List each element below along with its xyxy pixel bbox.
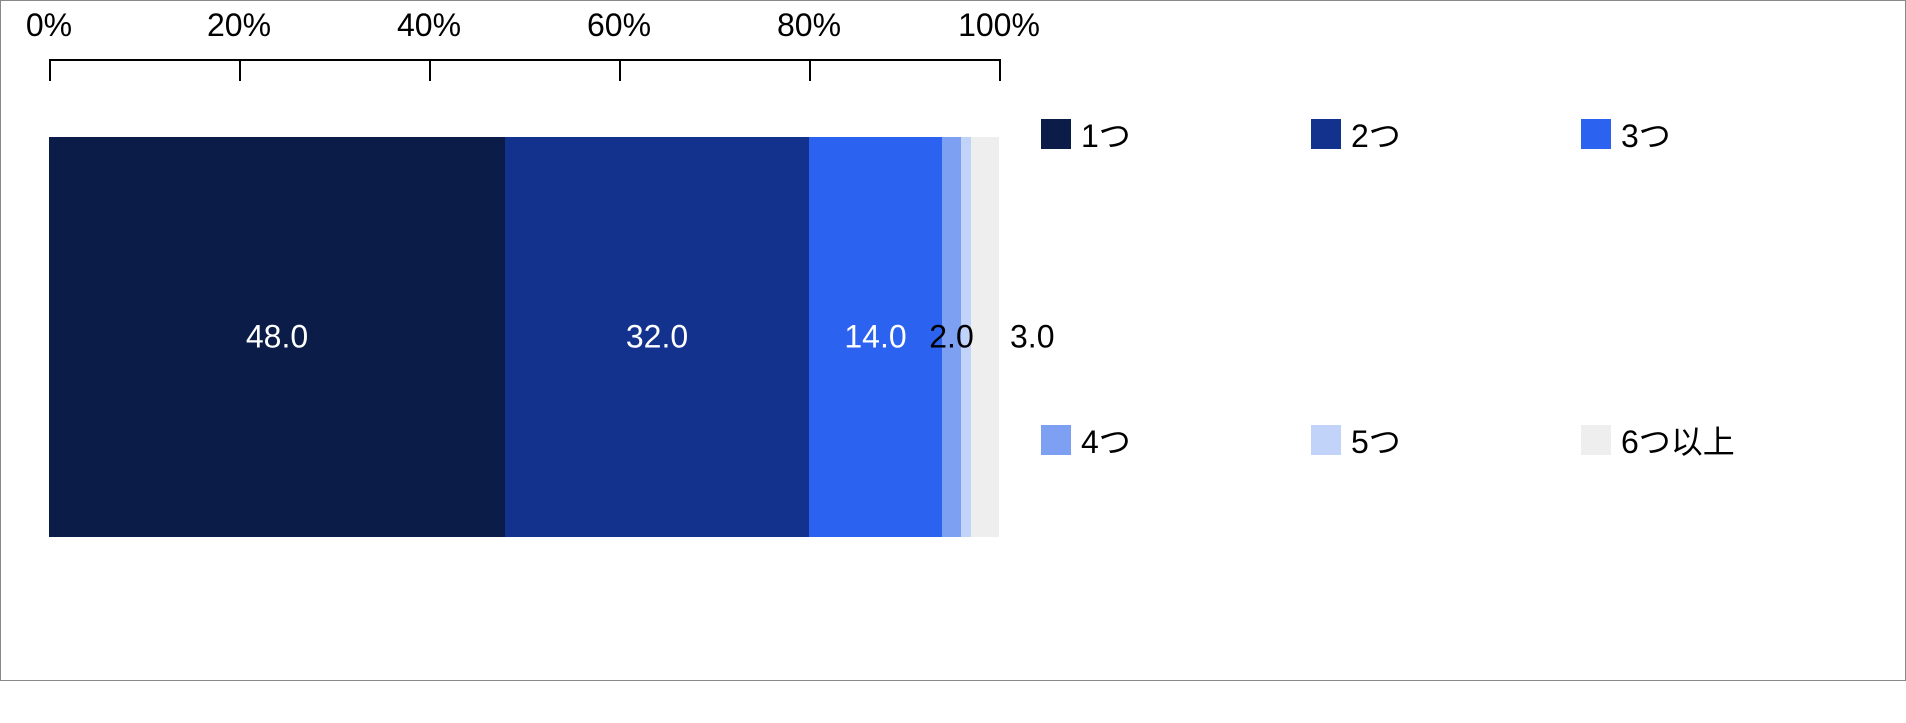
chart-container: 0% 20% 40% 60% 80% 100% 48.0 32.0 14.0 2.0…: [0, 0, 1906, 681]
legend: 1つ 2つ 3つ 4つ 5つ 6つ以上: [1041, 111, 1871, 723]
segment-2: 14.0: [809, 137, 942, 537]
segment-0: 48.0: [49, 137, 505, 537]
legend-swatch-1: [1311, 119, 1341, 149]
legend-item-0: 1つ: [1041, 111, 1311, 157]
legend-row-0: 1つ 2つ 3つ: [1041, 111, 1871, 417]
legend-item-1: 2つ: [1311, 111, 1581, 157]
legend-label-4: 5つ: [1351, 417, 1401, 463]
tick-20: [239, 59, 241, 81]
axis-label-20: 20%: [207, 7, 271, 44]
legend-item-3: 4つ: [1041, 417, 1311, 463]
legend-label-1: 2つ: [1351, 111, 1401, 157]
legend-label-0: 1つ: [1081, 111, 1131, 157]
legend-item-2: 3つ: [1581, 111, 1851, 157]
legend-item-4: 5つ: [1311, 417, 1581, 463]
axis-label-60: 60%: [587, 7, 651, 44]
axis-label-40: 40%: [397, 7, 461, 44]
x-axis-ticks: [49, 59, 999, 89]
legend-swatch-4: [1311, 425, 1341, 455]
tick-100: [999, 59, 1001, 81]
legend-label-3: 4つ: [1081, 417, 1131, 463]
tick-80: [809, 59, 811, 81]
legend-swatch-2: [1581, 119, 1611, 149]
legend-row-1: 4つ 5つ 6つ以上: [1041, 417, 1871, 723]
axis-label-80: 80%: [777, 7, 841, 44]
tick-40: [429, 59, 431, 81]
x-axis-labels: 0% 20% 40% 60% 80% 100%: [49, 1, 999, 51]
segment-label-0: 48.0: [246, 319, 308, 356]
legend-swatch-3: [1041, 425, 1071, 455]
legend-swatch-0: [1041, 119, 1071, 149]
axis-label-100: 100%: [958, 7, 1040, 44]
tick-0: [49, 59, 51, 81]
legend-label-2: 3つ: [1621, 111, 1671, 157]
segment-1: 32.0: [505, 137, 809, 537]
axis-baseline: [49, 59, 999, 61]
segment-label-1: 32.0: [626, 319, 688, 356]
segment-label-2: 14.0: [844, 319, 906, 356]
legend-swatch-5: [1581, 425, 1611, 455]
axis-label-0: 0%: [26, 7, 72, 44]
plot-area: 0% 20% 40% 60% 80% 100% 48.0 32.0 14.0 2.0…: [49, 1, 999, 680]
overflow-label-0: 2.0: [929, 319, 973, 356]
legend-item-5: 6つ以上: [1581, 417, 1851, 463]
tick-60: [619, 59, 621, 81]
stacked-bar: 48.0 32.0 14.0: [49, 137, 999, 537]
legend-label-5: 6つ以上: [1621, 417, 1735, 463]
segment-5: [971, 137, 1000, 537]
